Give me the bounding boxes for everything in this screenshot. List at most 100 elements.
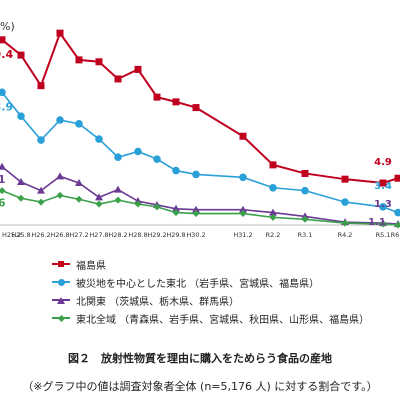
data-point xyxy=(37,82,45,90)
data-point xyxy=(153,203,161,211)
diamond-marker-icon xyxy=(52,314,70,322)
data-point xyxy=(95,193,103,201)
x-tick-label: H27.8 xyxy=(89,231,108,239)
data-point xyxy=(153,93,161,101)
data-point xyxy=(379,203,387,211)
data-point xyxy=(75,195,83,203)
x-tick-label: H26.2 xyxy=(31,231,50,239)
data-point xyxy=(192,205,200,213)
data-label: 1.3 xyxy=(374,199,392,210)
data-point xyxy=(153,155,161,163)
data-point xyxy=(114,185,122,193)
x-tick-label: R5.1 xyxy=(376,231,391,239)
circle-marker-icon xyxy=(52,278,70,286)
data-point xyxy=(301,169,309,177)
data-point xyxy=(134,200,142,208)
data-point xyxy=(394,221,400,229)
data-point xyxy=(341,219,349,227)
data-point xyxy=(17,112,25,120)
data-point xyxy=(37,186,45,194)
data-point xyxy=(95,200,103,208)
data-point xyxy=(56,29,64,37)
legend-item-kitakanto: 北関東 （茨城県、栃木県、群馬県） xyxy=(52,291,369,309)
data-point xyxy=(56,116,64,124)
triangle-marker-icon xyxy=(52,296,70,304)
data-label: 6.1 xyxy=(0,173,6,186)
data-point xyxy=(379,179,387,187)
x-tick-label: R2.2 xyxy=(266,231,281,239)
y-unit-label: %) xyxy=(0,20,15,33)
data-point xyxy=(37,136,45,144)
data-point xyxy=(172,166,180,175)
data-point xyxy=(239,205,247,213)
data-point xyxy=(134,65,142,73)
x-tick-label: H29.2 xyxy=(147,231,166,239)
x-tick-label: H31.2 xyxy=(233,231,252,239)
legend-label: 北関東 （茨城県、栃木県、群馬県） xyxy=(76,296,240,308)
data-point xyxy=(114,153,122,162)
x-tick-label: H30.2 xyxy=(186,231,205,239)
data-label: 1.1 xyxy=(368,217,386,228)
data-point xyxy=(269,183,277,192)
data-point xyxy=(75,56,83,64)
legend-item-tohoku-disaster: 被災地を中心とした東北 （岩手県、宮城県、福島県） xyxy=(52,273,369,291)
series-line xyxy=(1,31,399,185)
legend-item-tohoku-all: 東北全域 （青森県、岩手県、宮城県、秋田県、山形県、福島県） xyxy=(52,309,369,327)
data-label: 3.4 xyxy=(374,181,392,192)
data-point xyxy=(17,178,25,186)
data-point xyxy=(269,213,277,221)
data-label: 19.4 xyxy=(0,48,13,61)
data-point xyxy=(0,36,6,44)
x-tick-label: R4.2 xyxy=(338,231,353,239)
x-tick-label: H25.2 xyxy=(2,231,21,239)
data-point xyxy=(192,104,200,112)
data-point xyxy=(239,210,247,218)
figure-note: （※グラフ中の値は調査対象者全体 (n=5,176 人) に対する割合です。） xyxy=(22,380,378,393)
data-point xyxy=(0,187,6,195)
x-tick-label: H29.8 xyxy=(166,231,185,239)
data-point xyxy=(172,204,180,212)
x-tick-label: H25.8 xyxy=(11,231,30,239)
x-tick-label: H28.2 xyxy=(108,231,127,239)
data-point xyxy=(17,194,25,202)
data-point xyxy=(95,58,103,66)
figure-caption: 図２ 放射性物質を理由に購入をためらう食品の産地 xyxy=(68,352,332,365)
legend-item-fukushima: 福島県 xyxy=(52,255,369,273)
legend: 福島県 被災地を中心とした東北 （岩手県、宮城県、福島県） 北関東 （茨城県、栃… xyxy=(52,255,369,327)
data-point xyxy=(269,161,277,169)
legend-label: 福島県 xyxy=(76,260,106,272)
data-point xyxy=(37,198,45,206)
data-point xyxy=(56,191,64,199)
x-tick-label: H28.8 xyxy=(128,231,147,239)
data-point xyxy=(192,210,200,218)
square-marker-icon xyxy=(52,260,70,268)
data-point xyxy=(75,120,83,128)
data-point xyxy=(341,175,349,183)
data-point xyxy=(239,173,247,182)
data-label: 3.6 xyxy=(0,197,6,210)
data-point xyxy=(17,51,25,59)
data-point xyxy=(394,174,400,182)
x-tick-label: H26.8 xyxy=(50,231,69,239)
data-point xyxy=(75,179,83,186)
data-point xyxy=(56,172,64,180)
data-point xyxy=(341,198,349,206)
data-point xyxy=(239,132,247,140)
data-point xyxy=(301,215,309,223)
data-point xyxy=(379,220,387,228)
data-point xyxy=(114,75,122,83)
data-point xyxy=(192,170,200,179)
x-tick-label: R6.2 xyxy=(391,231,400,239)
data-point xyxy=(269,208,277,216)
legend-label: 東北全域 （青森県、岩手県、宮城県、秋田県、山形県、福島県） xyxy=(76,314,370,326)
legend-label: 被災地を中心とした東北 （岩手県、宮城県、福島県） xyxy=(76,278,320,290)
data-label: 4.9 xyxy=(374,157,392,168)
data-point xyxy=(134,147,142,156)
data-point xyxy=(0,162,6,170)
data-point xyxy=(95,135,103,143)
data-label: 13.9 xyxy=(0,100,13,113)
data-point xyxy=(114,196,122,204)
x-tick-label: H27.2 xyxy=(69,231,88,239)
data-point xyxy=(301,186,309,195)
